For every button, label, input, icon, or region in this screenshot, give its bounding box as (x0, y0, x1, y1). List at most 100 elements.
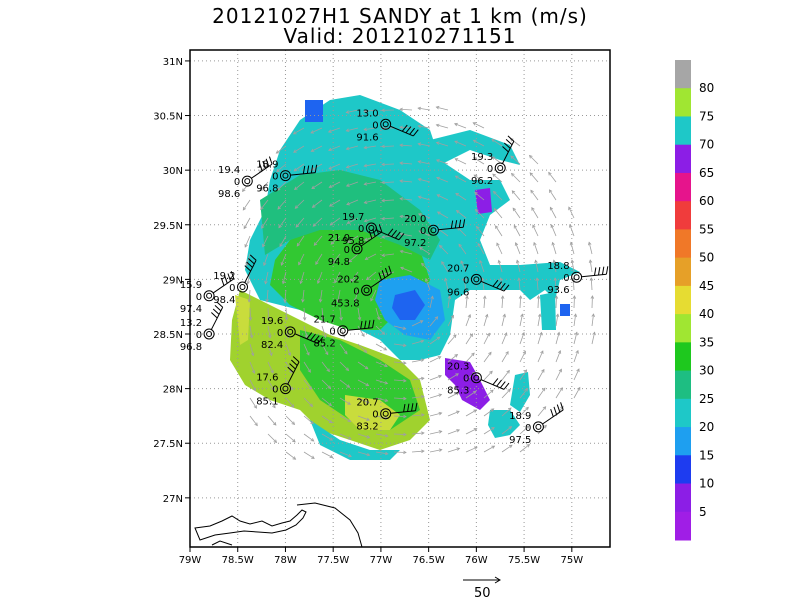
wind-vector (357, 415, 370, 421)
wind-vector (332, 253, 341, 264)
wind-vector (375, 379, 388, 384)
wind-vector-head (381, 235, 385, 239)
lon-tick-label: 75W (561, 555, 584, 566)
wind-vector-head (328, 147, 332, 152)
wind-vector-head (245, 262, 249, 267)
wind-vector (393, 415, 407, 418)
wind-barb-flag (246, 261, 253, 268)
wind-vector (465, 428, 477, 435)
wind-vector-head (294, 205, 299, 209)
wind-vector-head (344, 350, 348, 355)
wind-vector-head (293, 168, 298, 172)
station-inner-circle (282, 172, 289, 179)
wind-vector-head (492, 190, 497, 195)
colorbar-swatch (675, 257, 691, 287)
wind-vector (429, 375, 442, 381)
colorbar-swatch (675, 398, 691, 428)
field-cyan-se-arm2 (510, 372, 530, 412)
wind-vector (513, 225, 521, 237)
wind-vector-head (504, 332, 508, 336)
wind-vector (532, 224, 539, 237)
wind-vector (285, 451, 296, 460)
station-dir: 0 (420, 226, 426, 237)
wind-vector (248, 289, 251, 302)
wind-vector (346, 145, 359, 150)
station-circle (203, 328, 215, 340)
wind-vector (267, 433, 277, 443)
wind-vector (339, 379, 350, 388)
wind-vector-head (421, 413, 425, 417)
wind-vector (419, 247, 431, 255)
wind-vector-head (491, 427, 495, 431)
lat-tick-label: 29.5N (153, 221, 183, 232)
wind-vector (418, 213, 431, 219)
wind-vector (364, 127, 377, 131)
wind-vector-head (289, 386, 294, 391)
wind-vector-head (346, 220, 351, 224)
station-speed: 19.7 (342, 212, 364, 223)
wind-vector-head (472, 371, 476, 376)
wind-barb-flag (505, 139, 513, 146)
lon-tick-label: 77W (370, 555, 393, 566)
station-dir: 0 (329, 327, 335, 338)
wind-vector (447, 296, 451, 309)
wind-vector-head (363, 237, 368, 241)
wind-vector-head (295, 224, 300, 228)
wind-vector (277, 181, 287, 191)
station-circle (284, 326, 296, 338)
wind-vector (295, 199, 305, 209)
wind-vector-head (438, 430, 443, 434)
wind-vector (554, 278, 557, 291)
wind-barb-flag (372, 228, 376, 237)
wind-vector (339, 361, 349, 371)
colorbar-swatch (675, 116, 691, 146)
wind-vector-head (554, 295, 559, 299)
wind-vector (321, 325, 327, 338)
wind-vector (303, 343, 310, 356)
wind-vector (364, 163, 377, 167)
wind-vector (501, 426, 512, 435)
wind-vector (588, 242, 593, 255)
station-speed: 18.9 (256, 160, 278, 171)
wind-vector-head (490, 408, 495, 412)
wind-vector (375, 433, 388, 437)
wind-vector (339, 343, 348, 355)
wind-vector-head (424, 277, 429, 282)
wind-vector (249, 379, 256, 391)
wind-vector-head (345, 128, 350, 132)
wind-vector-head (399, 161, 403, 165)
wind-vector (375, 397, 388, 402)
colorbar-label: 40 (699, 307, 714, 321)
station-dir: 0 (358, 224, 364, 235)
wind-barb-flag (454, 220, 458, 229)
wind-vector (447, 373, 459, 381)
wind-vector-head (477, 242, 481, 247)
wind-vector-head (559, 387, 563, 391)
wind-vector-head (346, 202, 350, 206)
wind-vector-head (329, 454, 334, 458)
wind-barb-flag (268, 156, 273, 165)
wind-vector-head (259, 187, 263, 192)
wind-vector-head (366, 435, 371, 439)
wind-barb-flag (214, 305, 222, 312)
wind-vector (511, 173, 521, 183)
colorbar-label: 5 (699, 505, 707, 519)
wind-vector-head (327, 385, 332, 390)
wind-vector-head (542, 387, 546, 392)
wind-vector (312, 217, 323, 227)
wind-vector (429, 336, 441, 345)
wind-vector-head (476, 225, 480, 230)
station-pressure: 97.5 (509, 435, 531, 446)
wind-vector-head (249, 334, 254, 339)
wind-vector-head (575, 349, 579, 354)
wind-vector (249, 415, 258, 426)
wind-vector (328, 163, 341, 170)
wind-vector (425, 278, 431, 291)
wind-barb-flag (496, 281, 502, 289)
wind-vector-head (418, 230, 423, 234)
wind-vector-head (417, 106, 422, 111)
wind-vector (365, 253, 377, 260)
wind-barb-flag (291, 359, 298, 366)
